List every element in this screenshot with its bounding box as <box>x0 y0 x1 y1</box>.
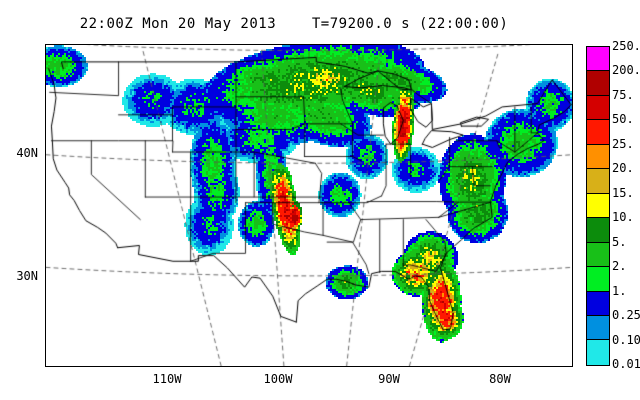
colorbar-tick-label: 50. <box>612 112 634 127</box>
x-axis-label-80w: 80W <box>489 372 511 386</box>
y-axis-label-30n: 30N <box>16 269 38 283</box>
colorbar-tick-label: 5. <box>612 234 627 249</box>
colorbar-swatch <box>587 47 609 72</box>
colorbar-swatch <box>587 169 609 194</box>
colorbar-tick-label: 0.25 <box>612 308 640 323</box>
colorbar-swatch <box>587 267 609 292</box>
colorbar-swatch <box>587 95 609 121</box>
colorbar-swatch <box>587 120 609 145</box>
colorbar-swatch <box>587 218 609 243</box>
colorbar-tick-label: 25. <box>612 136 634 151</box>
colorbar-swatch <box>587 340 609 365</box>
colorbar-swatch <box>587 291 609 316</box>
precipitation-map-plot[interactable] <box>45 44 573 367</box>
colorbar-tick-label: 2. <box>612 259 627 274</box>
colorbar-swatch <box>587 315 609 341</box>
colorbar-swatch <box>587 71 609 96</box>
colorbar-swatch <box>587 193 609 219</box>
precipitation-colorbar[interactable] <box>586 46 610 366</box>
x-axis-label-110w: 110W <box>152 372 182 386</box>
colorbar-tick-label: 0.10 <box>612 332 640 347</box>
page-title: 22:00Z Mon 20 May 2013 T=79200.0 s (22:0… <box>79 16 509 32</box>
colorbar-tick-label: 250. <box>612 39 640 53</box>
colorbar-tick-label: 20. <box>612 161 634 176</box>
map-borders-overlay <box>46 45 572 366</box>
colorbar-tick-label: 75. <box>612 87 634 102</box>
colorbar-tick-label: 10. <box>612 210 634 225</box>
x-axis-label-100w: 100W <box>263 372 293 386</box>
colorbar-tick-label: 200. <box>612 63 640 78</box>
colorbar-tick-label: 0.01 <box>612 357 640 371</box>
x-axis-label-90w: 90W <box>378 372 400 386</box>
colorbar-swatch <box>587 144 609 170</box>
colorbar-swatch <box>587 242 609 268</box>
colorbar-tick-label: 15. <box>612 185 634 200</box>
y-axis-label-40n: 40N <box>16 146 38 160</box>
colorbar-tick-label: 1. <box>612 283 627 298</box>
